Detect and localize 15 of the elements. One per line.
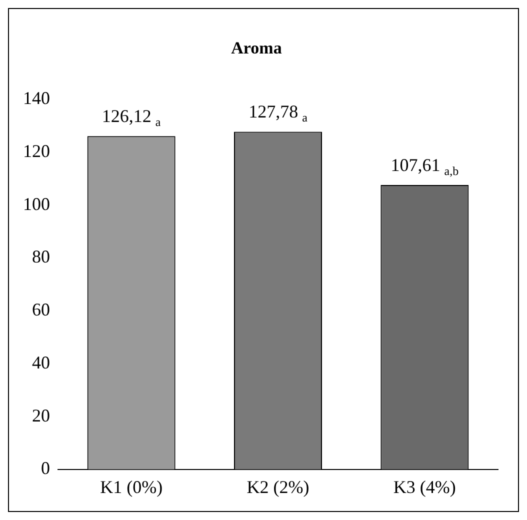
x-tick-label: K2 (2%) <box>246 476 310 497</box>
x-tick-label: K3 (4%) <box>393 476 456 497</box>
chart-title: Aroma <box>231 38 282 58</box>
data-label: 107,61 a,b <box>390 155 459 178</box>
x-tick-label: K1 (0%) <box>100 476 163 497</box>
y-tick-label: 100 <box>23 194 50 214</box>
y-tick-label: 0 <box>41 458 50 478</box>
y-tick-label: 140 <box>23 88 50 108</box>
data-label: 127,78 a <box>248 102 308 125</box>
y-tick-label: 120 <box>23 140 50 161</box>
y-tick-label: 80 <box>32 246 50 267</box>
y-tick-label: 20 <box>32 405 50 426</box>
y-tick-label: 60 <box>32 300 50 320</box>
data-label: 126,12 a <box>102 106 162 130</box>
y-tick-label: 40 <box>32 352 50 372</box>
